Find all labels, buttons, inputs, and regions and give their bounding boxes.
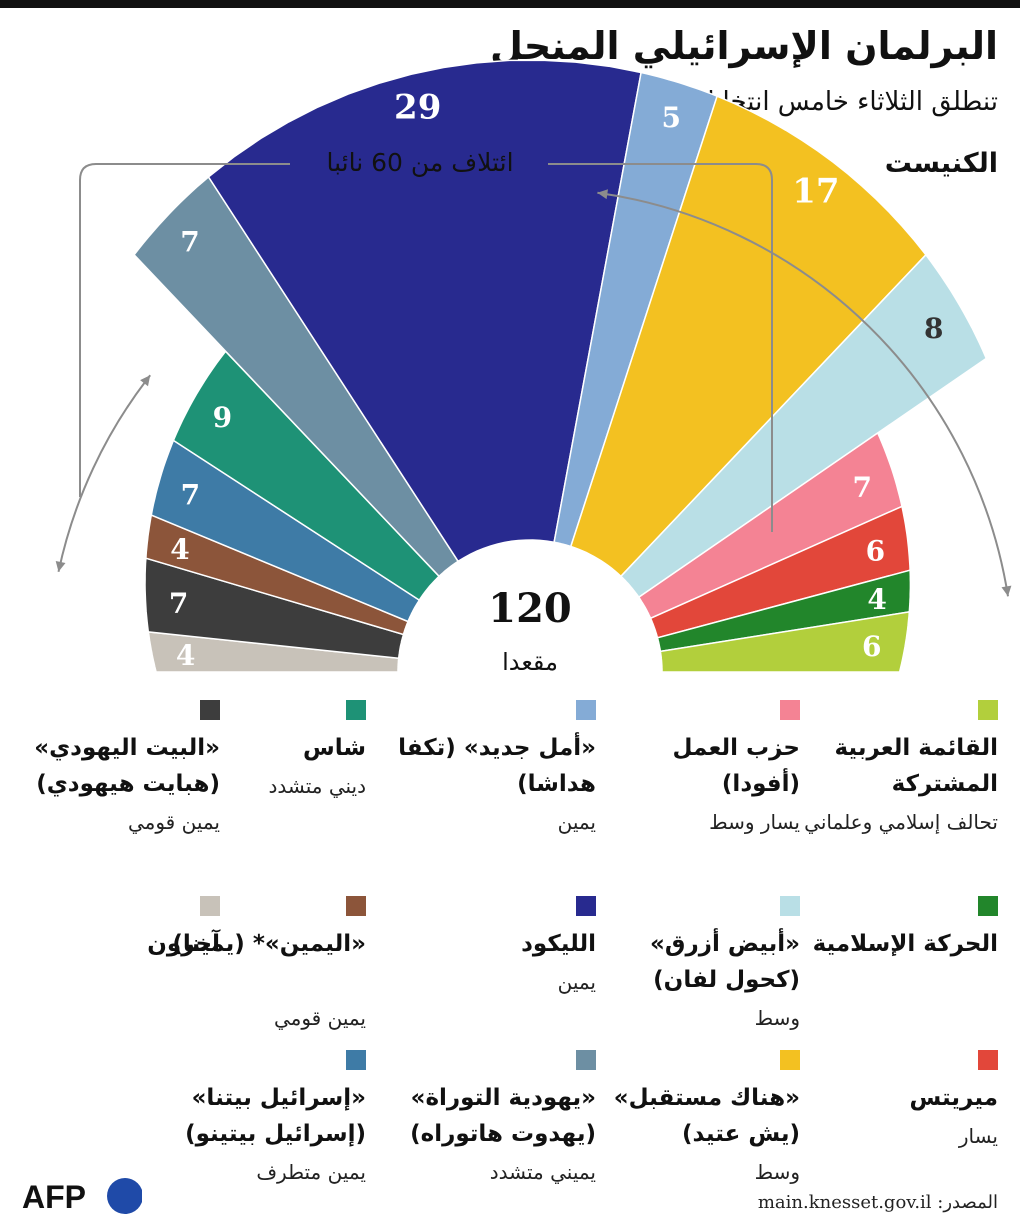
legend-swatch [576, 700, 596, 720]
coalition-label: ائتلاف من 60 نائبا [326, 148, 513, 177]
seat-label-3: 7 [181, 478, 200, 511]
seat-label-5: 7 [180, 226, 199, 259]
legend-swatch [978, 700, 998, 720]
legend-swatch [346, 1050, 366, 1070]
seat-label-12: 4 [867, 583, 886, 616]
legend-desc: يمين [557, 970, 596, 994]
legend-desc: يسار [958, 1124, 998, 1148]
legend-swatch [978, 896, 998, 916]
afp-logo: AFP [22, 1178, 142, 1215]
seat-label-0: 4 [176, 639, 195, 672]
legend-name: آخرون [147, 931, 220, 957]
legend-desc: يمين قومي [127, 810, 220, 834]
legend-name: «أمل جديد» (تكفا هداشا) [398, 735, 596, 797]
legend-name: حزب العمل (أفودا) [672, 735, 800, 797]
chart-title: البرلمان الإسرائيلي المنحل [489, 24, 998, 68]
legend-swatch [576, 1050, 596, 1070]
left-arc-arrow [57, 374, 151, 573]
legend-swatch [780, 896, 800, 916]
knesset-label: الكنيست [884, 148, 998, 179]
seat-label-1: 7 [169, 587, 188, 620]
coalition-bracket [79, 163, 773, 532]
legend-swatch [576, 896, 596, 916]
legend-swatch [200, 896, 220, 916]
legend-name: الحركة الإسلامية [812, 931, 998, 957]
slice-13 [659, 611, 911, 673]
legend-desc: وسط [754, 1160, 800, 1184]
seat-label-10: 7 [852, 471, 871, 504]
legend-name: «أبيض أزرق» (كحول لفان) [650, 931, 800, 993]
legend-desc: يسار وسط [709, 810, 800, 834]
legend-name: ميريتس [909, 1085, 998, 1111]
afp-logo-dot [107, 1178, 142, 1214]
legend-name: «البيت اليهودي» (هبايت هيهودي) [34, 735, 220, 797]
legend-swatch [200, 700, 220, 720]
legend-desc: تحالف إسلامي وعلماني [804, 810, 998, 834]
legend-name: «يهودية التوراة» (يهدوت هاتوراه) [410, 1085, 596, 1147]
left-arc-arrow-head-start [55, 561, 66, 572]
coalition-annotations: ائتلاف من 60 نائبا [79, 148, 773, 532]
legend-desc: وسط [754, 1006, 800, 1030]
total-seats-label: مقعدا [502, 648, 558, 676]
legend-desc: ديني متشدد [268, 774, 366, 798]
legend-name: القائمة العربية المشتركة [834, 735, 998, 797]
seat-label-8: 17 [792, 172, 839, 212]
left-arc-arrow-head-end [140, 375, 151, 387]
top-rule [0, 0, 1020, 8]
total-seats-value: 120 [488, 585, 572, 632]
legend-desc: يمين قومي [273, 1006, 366, 1030]
seat-label-4: 9 [213, 401, 232, 434]
seat-label-9: 8 [924, 312, 943, 345]
right-arc-arrow-head-start [597, 189, 608, 200]
legend-name: الليكود [521, 931, 596, 957]
legend-name: «إسرائيل بيتنا» (إسرائيل بيتينو) [185, 1085, 366, 1147]
slices-group [133, 59, 988, 673]
arrows-group [55, 189, 1012, 597]
legend-name: «هناك مستقبل» (يش عتيد) [613, 1085, 800, 1147]
afp-logo-text: AFP [22, 1179, 86, 1215]
seat-label-13: 6 [862, 630, 881, 663]
legend-name: «اليمين»* (يمينا) [172, 931, 366, 957]
legend-desc: يمين [557, 810, 596, 834]
legend-swatch [346, 700, 366, 720]
right-arc-arrow-head-end [1001, 585, 1012, 597]
legend-swatch [978, 1050, 998, 1070]
seat-label-2: 4 [170, 533, 189, 566]
legend-swatch [780, 700, 800, 720]
legend-desc: يميني متشدد [489, 1160, 596, 1184]
seat-label-6: 29 [394, 88, 441, 128]
seat-labels: 4 7 4 7 9 7 29 5 17 8 7 6 4 6 [169, 88, 944, 672]
legend-swatch [346, 896, 366, 916]
seat-label-7: 5 [662, 101, 681, 134]
seat-label-11: 6 [866, 535, 885, 568]
legend-swatch [780, 1050, 800, 1070]
source-note: المصدر: main.knesset.gov.il [757, 1192, 998, 1213]
right-arc-arrow [597, 191, 1009, 597]
legend-desc: يمين متطرف [256, 1160, 366, 1184]
legend-name: شاس [303, 735, 366, 761]
